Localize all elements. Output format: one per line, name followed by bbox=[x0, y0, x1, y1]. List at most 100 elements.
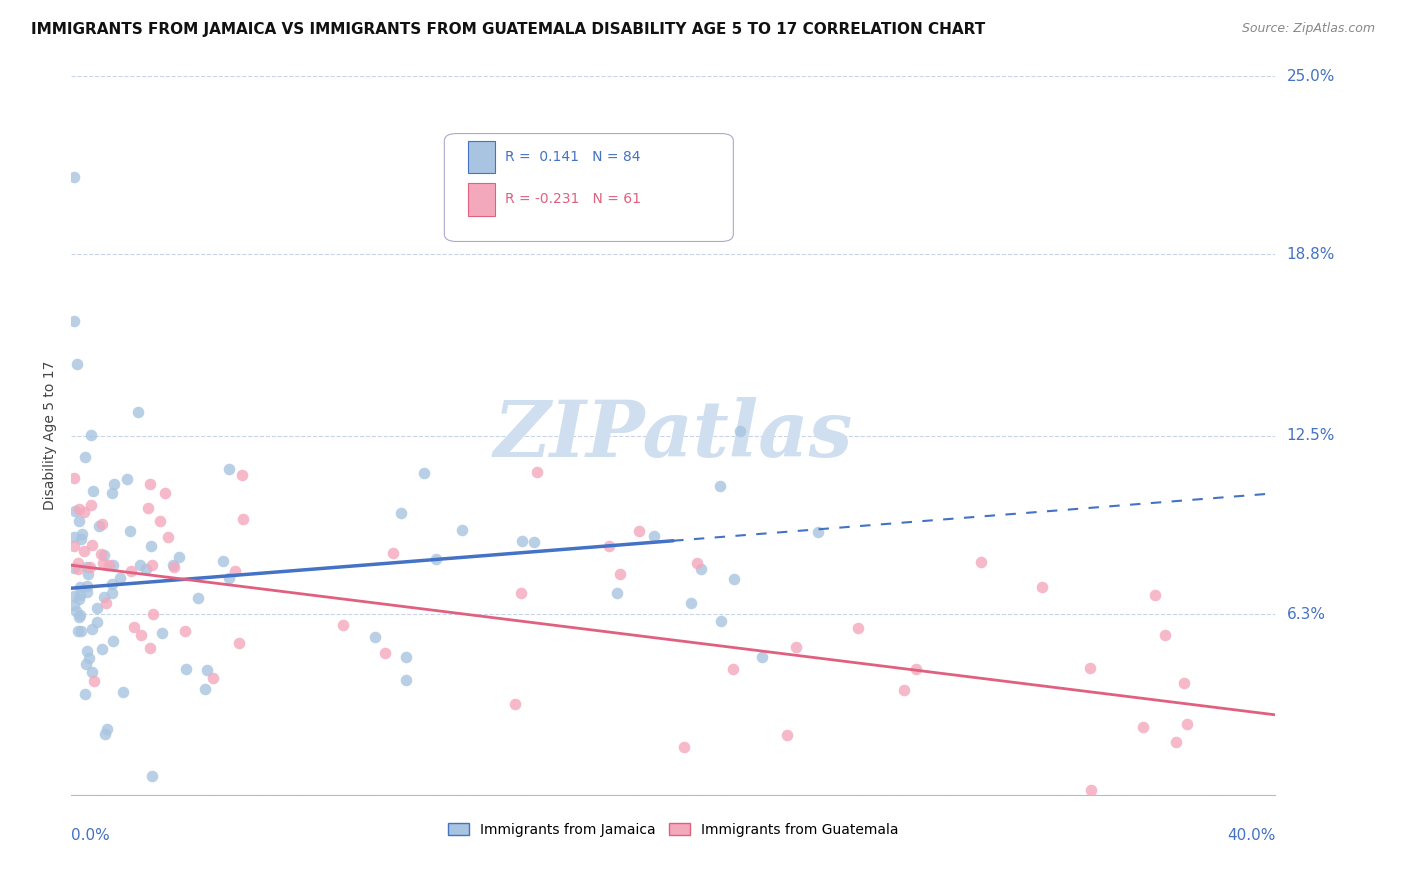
Point bbox=[67, 591, 90, 606]
Point bbox=[785, 640, 807, 654]
Text: R =  0.141   N = 84: R = 0.141 N = 84 bbox=[505, 151, 640, 164]
Point bbox=[332, 618, 354, 632]
Point bbox=[103, 477, 125, 491]
Point bbox=[70, 624, 93, 639]
Point bbox=[363, 630, 385, 644]
Point bbox=[149, 514, 172, 528]
Point bbox=[63, 560, 86, 574]
Point bbox=[224, 564, 246, 578]
Point bbox=[394, 649, 416, 664]
Point bbox=[1166, 735, 1188, 749]
Point bbox=[1132, 720, 1154, 734]
Text: 6.3%: 6.3% bbox=[1286, 607, 1326, 622]
Point bbox=[70, 527, 93, 541]
Point bbox=[389, 506, 412, 520]
Point bbox=[108, 571, 131, 585]
Point bbox=[91, 517, 114, 532]
Point bbox=[67, 561, 90, 575]
Point bbox=[79, 560, 101, 574]
Text: 40.0%: 40.0% bbox=[1227, 828, 1275, 843]
Point bbox=[163, 560, 186, 574]
Point bbox=[526, 465, 548, 479]
Point bbox=[86, 600, 108, 615]
Point bbox=[212, 554, 235, 568]
Point bbox=[86, 615, 108, 630]
FancyBboxPatch shape bbox=[444, 134, 734, 242]
Legend: Immigrants from Jamaica, Immigrants from Guatemala: Immigrants from Jamaica, Immigrants from… bbox=[441, 817, 904, 842]
Point bbox=[153, 485, 176, 500]
Point bbox=[218, 571, 240, 585]
Point bbox=[80, 498, 103, 512]
Point bbox=[751, 649, 773, 664]
Point bbox=[1153, 628, 1175, 642]
Point bbox=[395, 673, 418, 687]
Point bbox=[63, 590, 86, 604]
Point bbox=[129, 558, 152, 572]
Point bbox=[101, 586, 124, 600]
FancyBboxPatch shape bbox=[468, 141, 495, 174]
Point bbox=[139, 640, 162, 655]
Point bbox=[69, 580, 91, 594]
Y-axis label: Disability Age 5 to 17: Disability Age 5 to 17 bbox=[44, 361, 58, 510]
Point bbox=[643, 529, 665, 543]
Point bbox=[598, 539, 620, 553]
Point bbox=[202, 671, 225, 685]
Point bbox=[93, 727, 115, 741]
Point bbox=[510, 586, 533, 600]
Text: ZIPatlas: ZIPatlas bbox=[494, 398, 853, 474]
Point bbox=[681, 596, 703, 610]
Point bbox=[150, 626, 173, 640]
Point bbox=[101, 558, 124, 572]
Point bbox=[374, 646, 396, 660]
Point bbox=[169, 549, 191, 564]
Point bbox=[141, 558, 163, 572]
Point bbox=[194, 681, 217, 696]
Point bbox=[69, 588, 91, 602]
Text: R = -0.231   N = 61: R = -0.231 N = 61 bbox=[505, 193, 641, 206]
Point bbox=[103, 634, 125, 648]
Text: Source: ZipAtlas.com: Source: ZipAtlas.com bbox=[1241, 22, 1375, 36]
Point bbox=[673, 740, 696, 755]
Point bbox=[77, 651, 100, 665]
Point bbox=[413, 466, 436, 480]
Point bbox=[93, 590, 115, 604]
Point bbox=[1080, 782, 1102, 797]
Point bbox=[523, 535, 546, 549]
Point bbox=[776, 728, 799, 742]
Point bbox=[893, 682, 915, 697]
Point bbox=[73, 505, 96, 519]
Point bbox=[96, 723, 118, 737]
Point bbox=[232, 512, 254, 526]
Point bbox=[1143, 588, 1166, 602]
Point bbox=[66, 556, 89, 570]
Point bbox=[228, 635, 250, 649]
Point bbox=[83, 674, 105, 689]
Point bbox=[606, 586, 628, 600]
Point bbox=[1031, 580, 1053, 594]
Point bbox=[807, 524, 830, 539]
Point bbox=[63, 313, 86, 327]
Point bbox=[162, 558, 184, 572]
Point bbox=[75, 657, 97, 672]
Point bbox=[174, 662, 197, 676]
Point bbox=[136, 500, 159, 515]
Text: 0.0%: 0.0% bbox=[72, 828, 110, 843]
Point bbox=[76, 560, 98, 574]
Point bbox=[115, 472, 138, 486]
Point bbox=[425, 552, 447, 566]
Point bbox=[63, 599, 86, 613]
Point bbox=[218, 462, 240, 476]
Point bbox=[120, 524, 142, 538]
Point bbox=[723, 573, 745, 587]
Point bbox=[66, 357, 89, 371]
Point bbox=[730, 425, 752, 439]
Point bbox=[94, 596, 117, 610]
Point bbox=[381, 546, 404, 560]
Point bbox=[1078, 661, 1101, 675]
Point bbox=[63, 169, 86, 184]
Point bbox=[67, 502, 90, 516]
Point bbox=[76, 579, 98, 593]
Point bbox=[129, 627, 152, 641]
Point bbox=[139, 539, 162, 553]
Point bbox=[141, 769, 163, 783]
